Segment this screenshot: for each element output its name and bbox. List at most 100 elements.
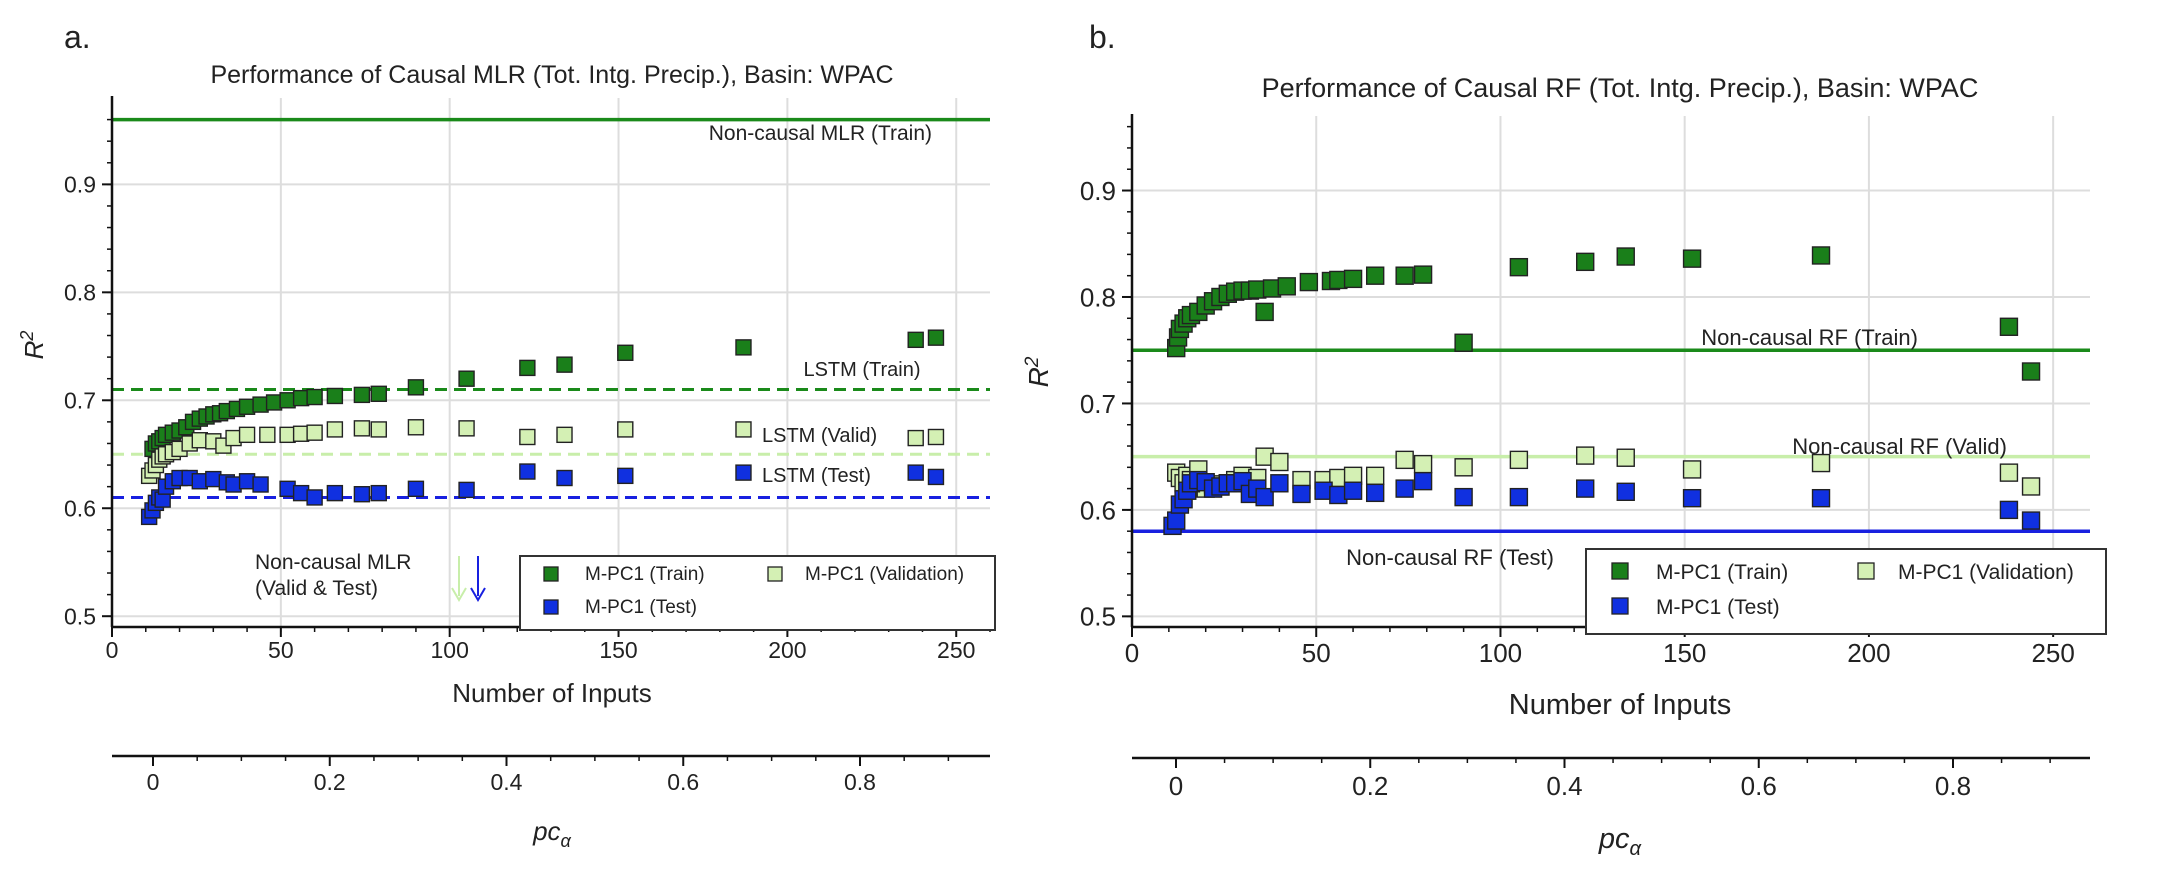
data-point-train [907, 331, 924, 349]
data-point-test [1167, 511, 1186, 530]
data-point-validation [1682, 460, 1702, 479]
data-point-test [326, 484, 344, 502]
data-point-train [927, 329, 945, 346]
plot-area-b: 0.5 0.6 0.7 0.8 0.9 0 50 100 150 200 250 [1080, 114, 2091, 668]
x-tick-label: 200 [768, 637, 806, 663]
data-point-test [907, 464, 924, 481]
data-point-test [458, 481, 475, 499]
data-point-validation [617, 421, 634, 438]
label-noncausal-rf-valid: Non-causal RF (Valid) [1792, 434, 2007, 459]
x-axis-label-a: Number of Inputs [452, 678, 651, 708]
data-point-test [407, 480, 425, 498]
data-point-validation [1413, 454, 1433, 474]
data-point-train [735, 339, 752, 356]
data-point-validation [326, 421, 344, 438]
data-point-test [279, 480, 296, 498]
data-point-validation [191, 432, 209, 449]
secondary-x-tick-label: 0.4 [1546, 771, 1582, 801]
data-point-validation [1454, 458, 1473, 477]
y-tick-label: 0.9 [1080, 176, 1116, 206]
data-point-test [370, 484, 387, 502]
data-point-test [238, 473, 256, 490]
data-point-test [191, 473, 209, 490]
data-point-train [2021, 362, 2041, 381]
secondary-x-tick-label: 0.4 [491, 769, 523, 795]
data-point-validation [556, 426, 573, 444]
data-point-train [1811, 246, 1831, 265]
secondary-x-tick-label: 0.8 [844, 769, 876, 795]
legend-label-train-a: M-PC1 (Train) [585, 564, 705, 585]
data-point-test [1999, 500, 2019, 520]
data-point-test [1413, 471, 1433, 491]
data-point-test [1255, 487, 1274, 507]
label-noncausal-mlr-train: Non-causal MLR (Train) [709, 122, 932, 145]
legend-label-validation-a: M-PC1 (Validation) [805, 564, 964, 585]
secondary-x-tick-label: 0.6 [1741, 771, 1777, 801]
data-point-train [1616, 247, 1635, 266]
data-point-train [252, 396, 269, 413]
data-point-validation [458, 420, 475, 437]
data-point-test [1811, 488, 1831, 508]
data-point-validation [1576, 446, 1595, 465]
y-tick-label: 0.7 [1080, 389, 1116, 419]
chart-title-b: Performance of Causal RF (Tot. Intg. Pre… [1262, 73, 1979, 103]
data-point-validation [1270, 452, 1289, 472]
data-point-train [292, 389, 310, 407]
data-point-validation [1811, 453, 1831, 473]
data-point-train [1576, 252, 1595, 272]
data-point-validation [238, 426, 256, 444]
data-point-train [1509, 257, 1529, 277]
data-point-test [1395, 479, 1414, 498]
data-point-validation [259, 426, 276, 444]
data-point-test [292, 484, 310, 502]
y-axis-label-b: R2 [1022, 356, 1054, 387]
x-tick-label: 150 [599, 637, 637, 663]
y-tick-label: 0.9 [64, 172, 96, 198]
x-tick-label: 250 [937, 637, 975, 663]
data-point-test [252, 476, 269, 493]
legend-label-test-b: M-PC1 (Test) [1656, 596, 1780, 619]
data-point-train [519, 359, 536, 377]
label-noncausal-vt-line1: Non-causal MLR [255, 551, 411, 574]
label-lstm-test: LSTM (Test) [762, 465, 871, 487]
data-point-validation [225, 429, 242, 447]
secondary-x-tick-label: 0.8 [1935, 771, 1971, 801]
data-point-train [353, 386, 371, 404]
data-point-train [1255, 302, 1274, 322]
data-point-validation [1999, 463, 2019, 482]
data-point-validation [353, 420, 371, 437]
data-point-validation [407, 419, 425, 436]
data-point-test [2021, 511, 2041, 530]
x-tick-label: 150 [1663, 638, 1706, 668]
secondary-x-axis-label-b: pcα [1598, 823, 1643, 860]
legend-marker-train-b [1611, 562, 1629, 580]
secondary-x-axis-label-a: pcα [532, 816, 571, 851]
data-point-test [927, 468, 945, 486]
data-point-train [1682, 249, 1702, 268]
label-lstm-valid: LSTM (Valid) [762, 425, 877, 447]
legend-marker-test-b [1611, 597, 1629, 615]
data-point-train [279, 392, 296, 409]
data-point-test [519, 463, 536, 480]
arrow-valid [451, 556, 467, 602]
data-point-train [556, 356, 573, 373]
x-tick-label: 100 [1479, 638, 1522, 668]
panel-b: 0.5 0.6 0.7 0.8 0.9 0 50 100 150 200 250 b. Perfor… [1022, 19, 2107, 860]
data-point-validation [279, 426, 296, 444]
data-point-test [1509, 487, 1529, 507]
data-point-test [1576, 479, 1595, 498]
data-point-test [1270, 474, 1289, 493]
y-tick-label: 0.5 [64, 603, 96, 629]
data-point-validation [1509, 450, 1529, 470]
data-point-train [1277, 277, 1296, 296]
data-point-validation [735, 421, 752, 438]
legend-marker-validation-b [1857, 562, 1875, 580]
data-point-train [265, 394, 283, 411]
data-point-train [238, 398, 256, 415]
legend-label-validation-b: M-PC1 (Validation) [1898, 561, 2074, 584]
x-tick-label: 0 [106, 637, 119, 663]
data-point-test [556, 469, 573, 487]
y-tick-label: 0.6 [1080, 495, 1116, 525]
panel-a: 0.5 0.6 0.7 0.8 0.9 0 50 100 150 200 250 a. Perfor… [17, 19, 996, 851]
data-point-train [1454, 333, 1473, 352]
